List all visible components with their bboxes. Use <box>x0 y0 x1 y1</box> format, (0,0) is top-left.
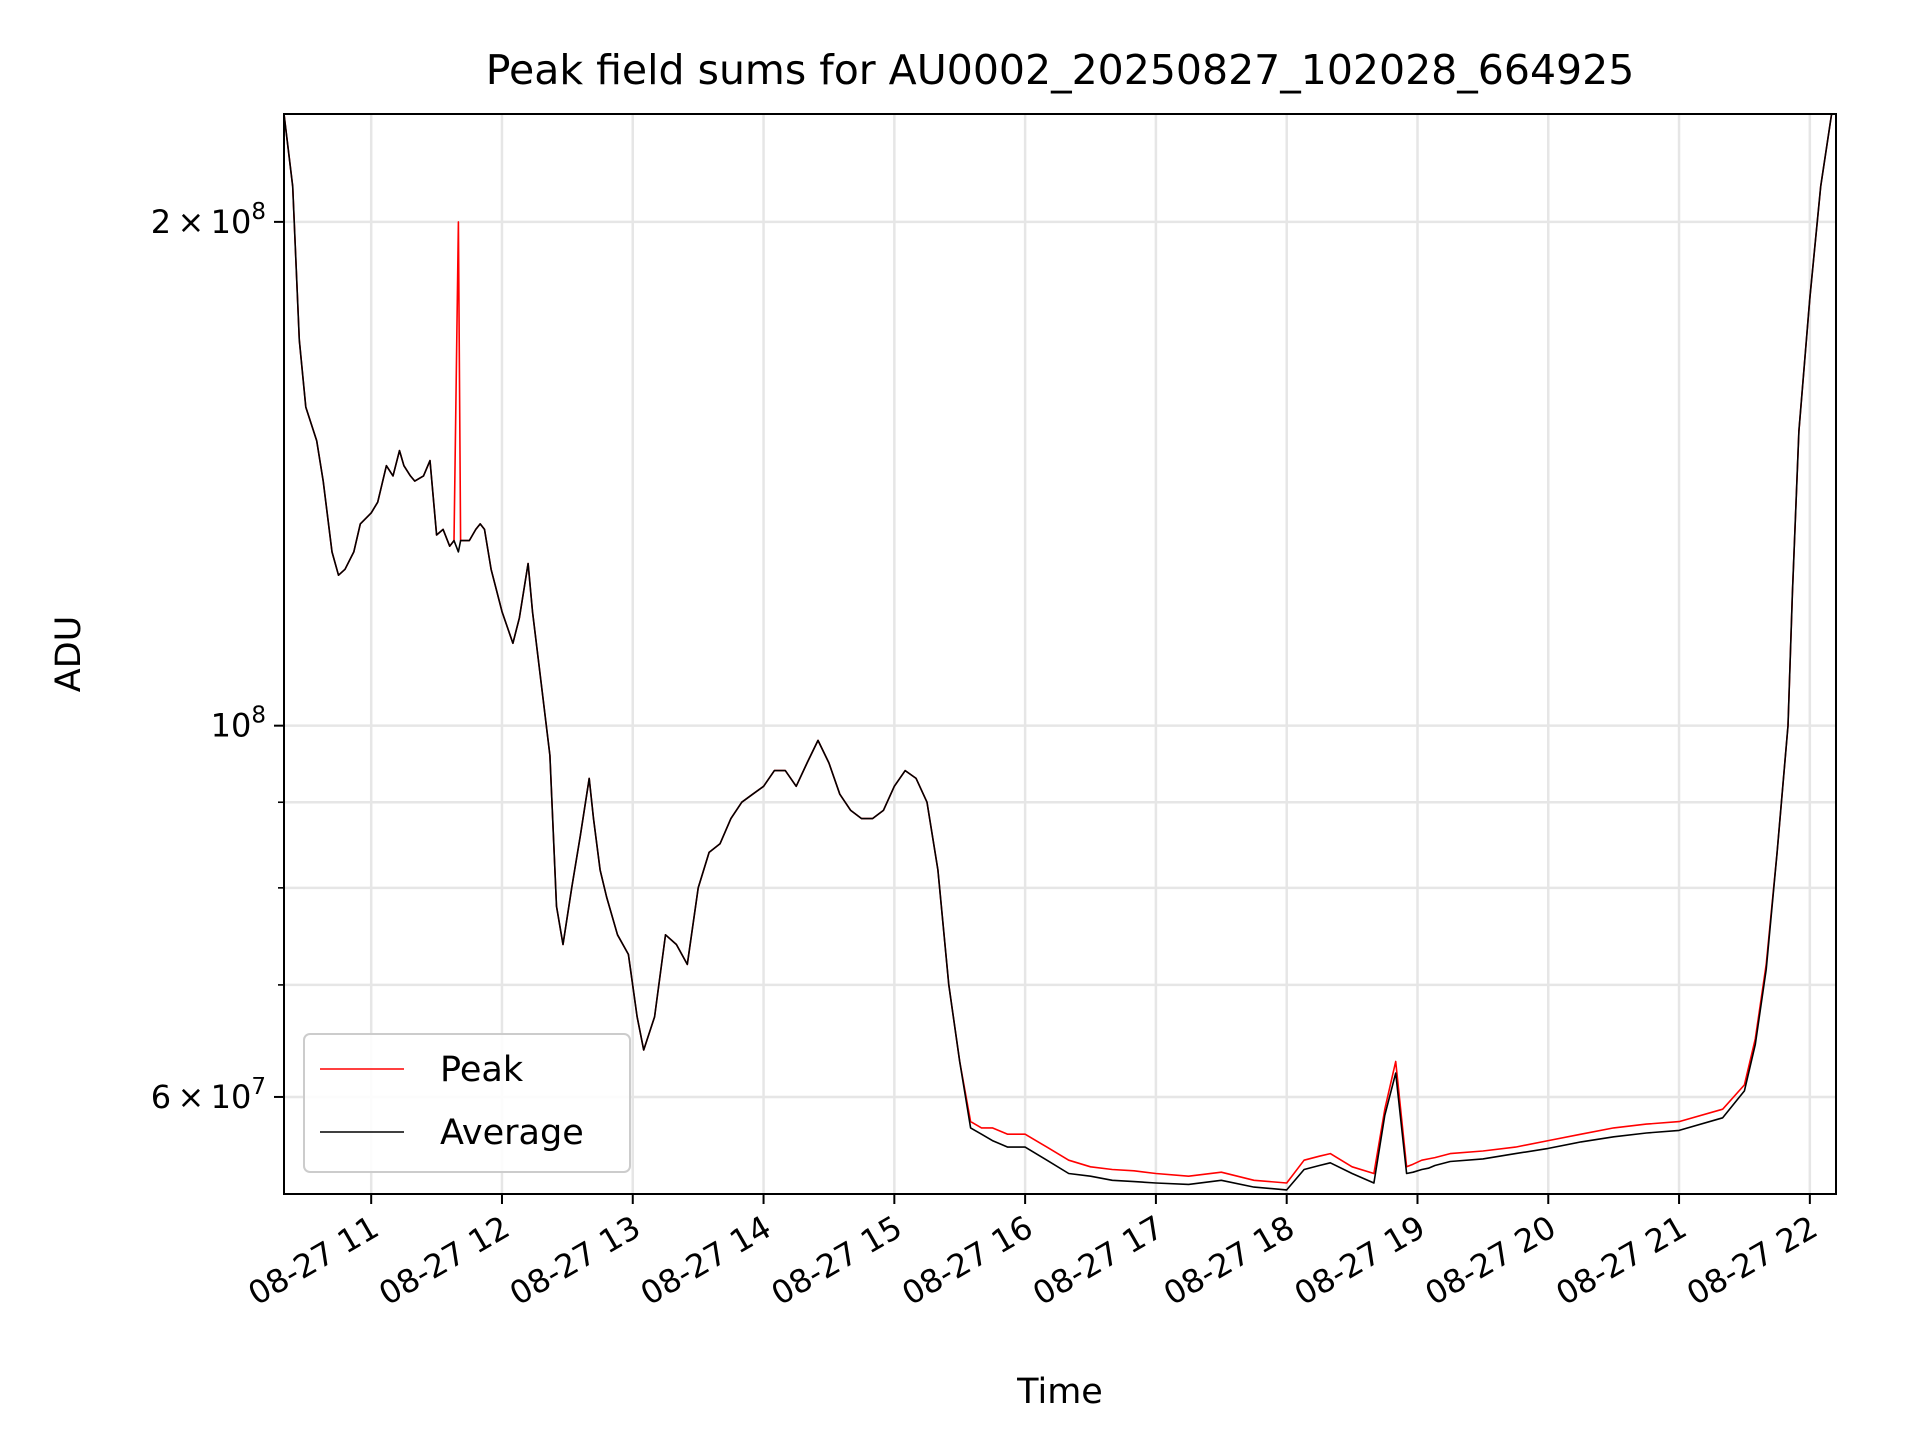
plot-frame <box>283 113 1837 1195</box>
chart-title: Peak field sums for AU0002_20250827_1020… <box>486 46 1635 94</box>
legend-peak-label: Peak <box>440 1050 524 1090</box>
y-axis-label: ADU <box>49 616 89 693</box>
x-axis-label: Time <box>1016 1372 1103 1412</box>
y-axis-ticks: 2 × 108 108 6 × 107 <box>151 199 284 1116</box>
series-line-average <box>284 114 1836 1191</box>
y-tick-label-2: 6 × 107 <box>151 1074 266 1116</box>
y-tick-label-1: 108 <box>211 703 266 745</box>
legend-average-label: Average <box>440 1113 584 1153</box>
y-tick-label-0: 2 × 108 <box>151 199 266 241</box>
series-layer <box>284 114 1836 1191</box>
legend: Peak Average <box>303 1033 631 1173</box>
